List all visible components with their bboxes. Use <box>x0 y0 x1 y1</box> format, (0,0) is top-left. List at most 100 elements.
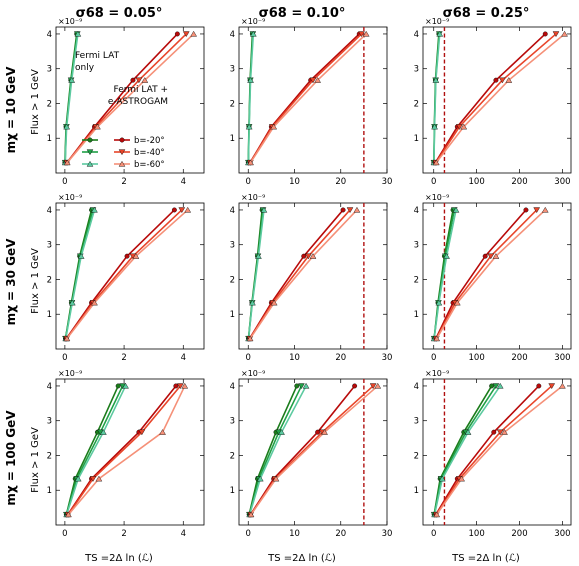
column-title-2: σ68 = 0.10° <box>259 6 346 21</box>
series-line-combined <box>66 33 195 164</box>
series-line-fermi <box>433 33 441 163</box>
series-line-combined <box>436 385 563 516</box>
series-line-combined <box>435 33 566 164</box>
y-tick-label: 1 <box>47 134 52 144</box>
data-point-combined <box>246 335 254 342</box>
axes-frame <box>55 26 205 174</box>
x-tick-label: 20 <box>335 177 346 187</box>
y-scale-label: ×10⁻⁹ <box>425 369 449 378</box>
data-point-fermi <box>443 253 450 259</box>
axes-frame <box>55 202 205 350</box>
data-point-fermi <box>115 383 121 389</box>
series-line-combined <box>435 385 540 515</box>
y-tick-label: 4 <box>230 382 235 392</box>
data-point-fermi <box>278 429 285 435</box>
x-tick-label: 30 <box>382 353 393 363</box>
data-point-fermi <box>435 299 443 306</box>
data-point-combined <box>63 335 71 342</box>
y-tick-label: 2 <box>414 451 419 461</box>
data-point-combined <box>184 206 192 213</box>
data-point-combined <box>340 207 346 213</box>
data-point-combined <box>182 31 190 38</box>
data-point-fermi <box>91 206 98 213</box>
data-point-combined <box>552 31 560 38</box>
data-point-combined <box>309 77 317 84</box>
data-point-combined <box>499 77 506 84</box>
data-point-combined <box>63 159 71 166</box>
data-point-combined <box>171 207 177 213</box>
y-scale-label: ×10⁻⁹ <box>425 193 449 202</box>
y-tick-label: 4 <box>47 382 52 392</box>
data-point-combined <box>173 383 179 389</box>
x-tick-label: 0 <box>62 177 67 187</box>
series-line-fermi <box>65 385 127 515</box>
legend-marker-combined <box>118 160 126 167</box>
x-tick-label: 10 <box>289 353 300 363</box>
series-line-fermi <box>433 385 501 515</box>
x-tick-label: 300 <box>554 177 570 187</box>
data-point-combined <box>353 206 361 213</box>
series-line-combined <box>435 209 527 339</box>
data-point-fermi <box>245 123 253 130</box>
data-point-combined <box>247 159 254 166</box>
legend-marker-combined <box>119 137 125 143</box>
y-tick-label: 3 <box>230 241 235 251</box>
series-line-combined <box>435 209 538 339</box>
series-line-fermi <box>248 385 307 515</box>
data-point-combined <box>505 77 513 83</box>
data-point-fermi <box>260 206 268 213</box>
data-point-combined <box>453 299 461 306</box>
row-title-3: mχ = 100 GeV <box>4 410 18 506</box>
data-point-fermi <box>302 382 310 389</box>
x-tick-label: 0 <box>246 353 251 363</box>
data-point-combined <box>542 31 548 37</box>
series-line-fermi <box>64 209 96 339</box>
panel-3-2: ×10⁻⁹ 1 2 3 4 0 10 20 30 <box>230 369 393 539</box>
data-point-combined <box>94 123 101 130</box>
x-tick-label: 200 <box>511 353 527 363</box>
legend: b=-20° b=-40° b=-60° <box>82 136 165 170</box>
x-tick-label: 4 <box>181 529 186 539</box>
y-tick-label: 2 <box>47 451 52 461</box>
data-point-combined <box>247 511 255 518</box>
data-point-fermi <box>489 383 495 389</box>
x-tick-label: 200 <box>511 177 527 187</box>
y-scale-label: ×10⁻⁹ <box>58 17 82 26</box>
data-point-combined <box>433 511 441 518</box>
axes-frame <box>422 26 572 174</box>
legend-label: b=-20° <box>134 136 165 146</box>
y-tick-label: 1 <box>47 486 52 496</box>
panel-2-1: ×10⁻⁹ 1 2 3 4 0 2 4 <box>47 193 205 363</box>
y-tick-label: 4 <box>47 206 52 216</box>
data-point-combined <box>358 31 365 38</box>
panel-3-3: ×10⁻⁹ 1 2 3 4 0 100 200 300 <box>414 369 572 539</box>
data-point-combined <box>135 77 143 84</box>
y-scale-label: ×10⁻⁹ <box>241 193 265 202</box>
data-point-combined <box>362 30 370 37</box>
y-tick-label: 1 <box>230 310 235 320</box>
data-point-combined <box>309 253 317 259</box>
data-point-combined <box>369 383 377 390</box>
x-axis-label-col-3: TS =2Δ ln (ℒ) <box>451 553 520 564</box>
y-tick-label: 1 <box>414 134 419 144</box>
data-point-fermi <box>436 30 444 37</box>
y-tick-label: 1 <box>47 310 52 320</box>
data-point-combined <box>374 382 382 389</box>
row-title-2: mχ = 30 GeV <box>4 238 18 326</box>
series-line-fermi <box>65 385 124 515</box>
y-scale-label: ×10⁻⁹ <box>241 369 265 378</box>
data-point-combined <box>270 299 278 306</box>
series-line-combined <box>66 209 183 340</box>
data-point-fermi <box>452 206 460 213</box>
y-tick-label: 1 <box>230 486 235 496</box>
x-tick-label: 2 <box>121 353 126 363</box>
x-tick-label: 4 <box>181 353 186 363</box>
legend-label: b=-60° <box>134 160 165 170</box>
data-point-fermi <box>74 30 82 37</box>
data-point-fermi <box>438 475 446 482</box>
series-line-combined <box>435 385 553 516</box>
y-axis-label-row-2: Flux > 1 GeV <box>30 248 41 314</box>
panel-3-1: ×10⁻⁹ 1 2 3 4 0 2 4 <box>47 369 205 539</box>
data-point-combined <box>301 253 307 259</box>
axes-frame <box>238 26 388 174</box>
